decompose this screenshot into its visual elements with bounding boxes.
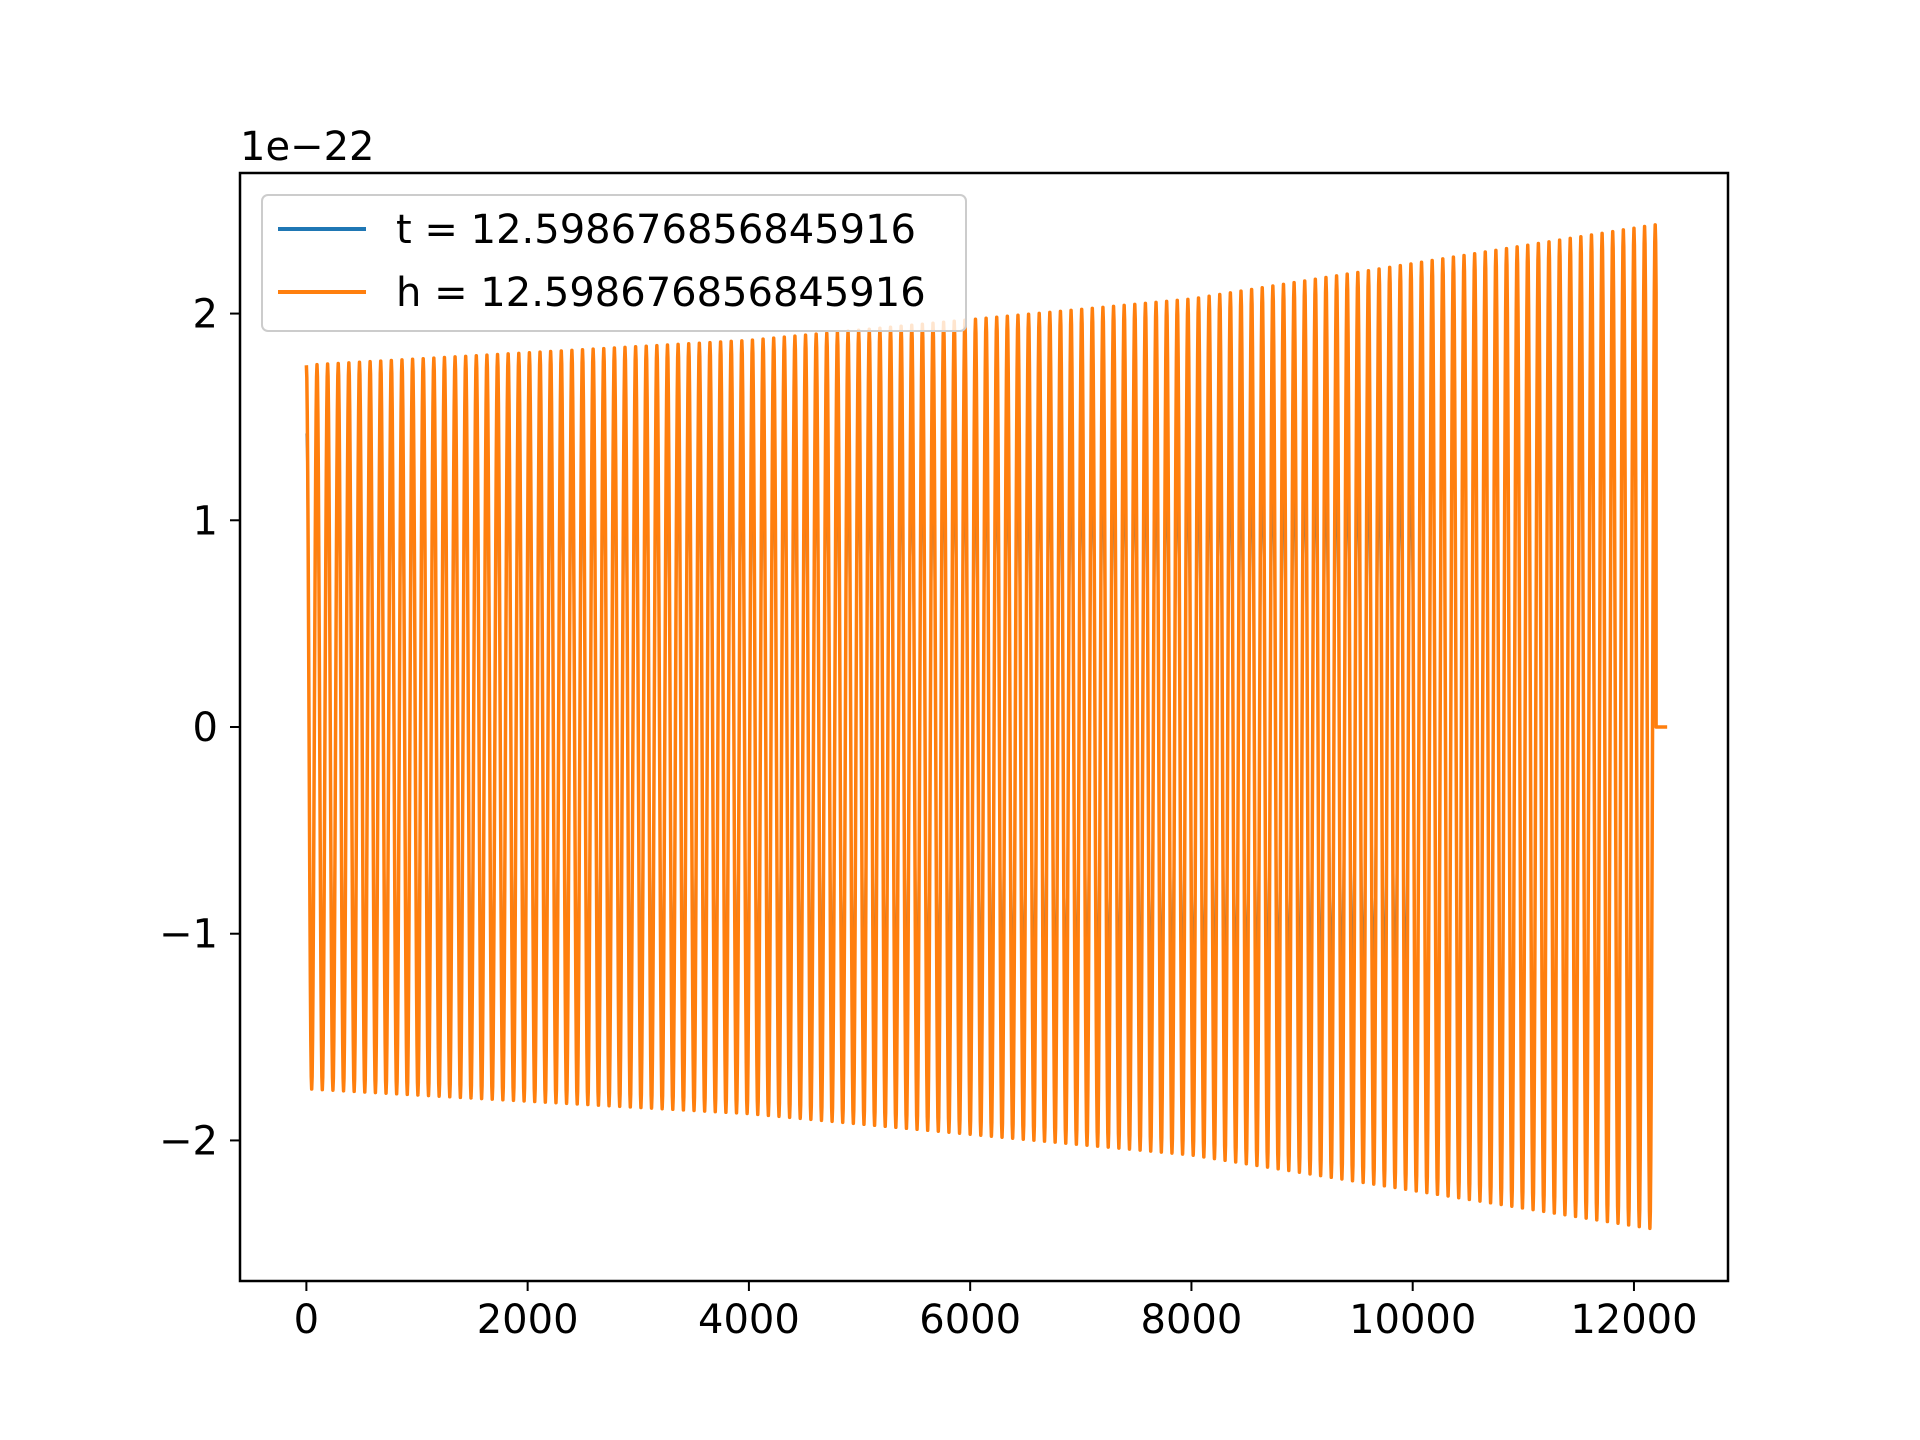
x-axis: 0 2000 4000 6000 8000 10000 12000 [294, 1281, 1698, 1343]
y-tick-label: −2 [159, 1118, 218, 1164]
series-layer [304, 223, 1668, 1231]
legend-label-t: t = 12.598676856845916 [396, 207, 916, 253]
x-tick-label: 6000 [919, 1297, 1021, 1343]
series-line-h [304, 223, 1668, 1231]
y-tick-label: 0 [193, 705, 218, 751]
y-tick-label: 2 [193, 292, 218, 338]
y-tick-label: 1 [193, 498, 218, 544]
x-tick-label: 10000 [1349, 1297, 1476, 1343]
x-tick-label: 2000 [477, 1297, 579, 1343]
x-tick-label: 4000 [698, 1297, 800, 1343]
legend: t = 12.598676856845916 h = 12.5986768568… [261, 194, 967, 332]
y-offset-text: 1e−22 [240, 124, 374, 170]
x-tick-label: 8000 [1141, 1297, 1243, 1343]
legend-label-h: h = 12.598676856845916 [396, 270, 926, 316]
x-tick-label: 0 [294, 1297, 319, 1343]
legend-box [261, 194, 967, 332]
y-tick-label: −1 [159, 912, 218, 958]
x-tick-label: 12000 [1570, 1297, 1697, 1343]
y-axis: −2 −1 0 1 2 [159, 292, 240, 1164]
